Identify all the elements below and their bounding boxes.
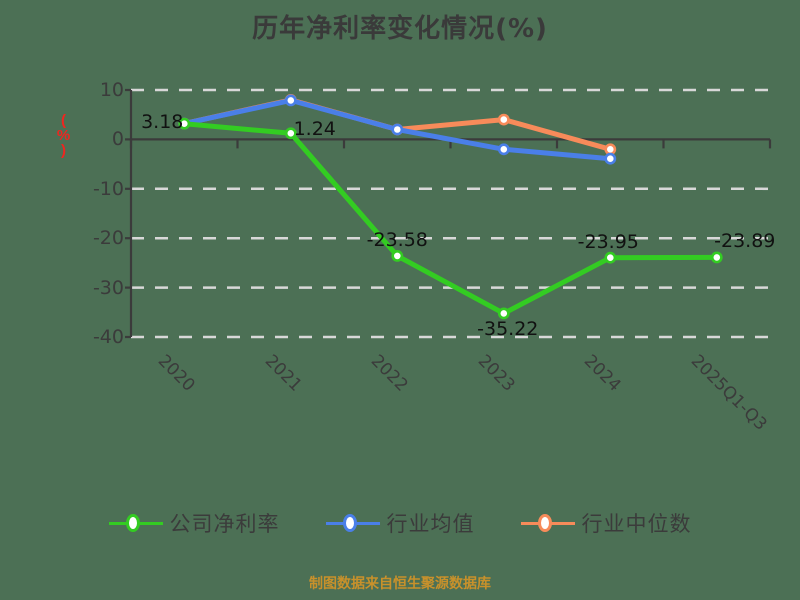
legend-item-1[interactable]: 行业均值 [325,508,475,538]
data-point-label: 1.24 [293,118,336,141]
legend: 公司净利率 行业均值 行业中位数 [0,508,800,538]
y-tick-label: -40 [92,326,124,348]
legend-dot-icon [125,514,140,532]
y-tick-label: 0 [111,128,124,151]
legend-item-2[interactable]: 行业中位数 [520,508,692,538]
data-point-label: -23.89 [714,230,776,253]
legend-dot-icon [537,514,552,532]
data-point-label: 3.18 [141,110,184,133]
legend-marker-icon [325,512,380,534]
data-point-label: -35.22 [477,318,539,341]
chart-title: 历年净利率变化情况(%) [252,14,548,44]
y-axis-unit-label: (%) [55,112,72,157]
legend-marker-icon [108,512,163,534]
legend-label: 公司净利率 [169,512,280,536]
data-series [178,94,723,320]
y-tick-label: -20 [92,227,124,250]
legend-label: 行业中位数 [581,512,692,536]
source-footnote: 制图数据来自恒生聚源数据库 [309,576,491,592]
legend-dot-icon [342,514,357,532]
legend-item-0[interactable]: 公司净利率 [108,508,280,538]
data-point-label: -23.58 [366,228,428,251]
y-tick-label: 10 [99,79,124,101]
y-tick-label: -30 [92,276,124,299]
data-point-label: -23.95 [577,230,639,253]
legend-label: 行业均值 [386,512,475,536]
gridlines [131,88,772,339]
legend-marker-icon [520,512,575,534]
y-tick-label: -10 [92,177,124,200]
axes [125,88,772,339]
